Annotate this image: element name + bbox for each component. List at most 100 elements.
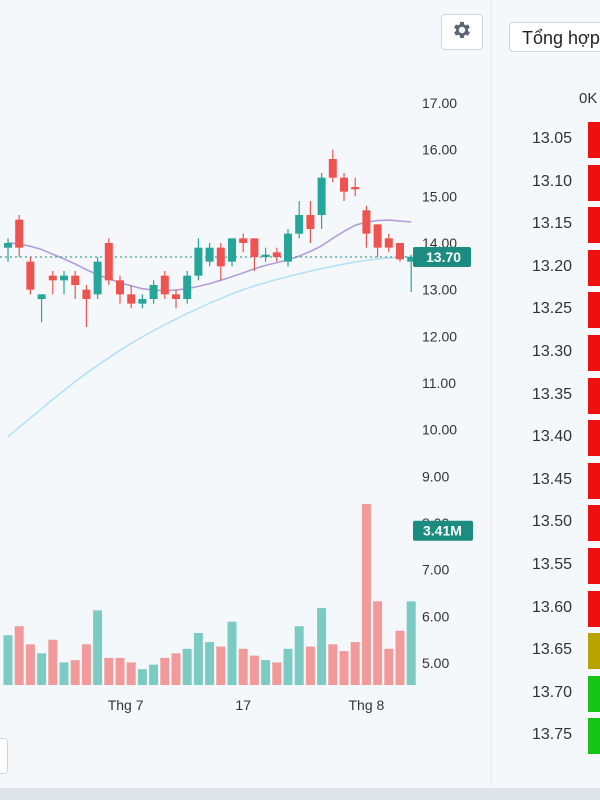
candle-body bbox=[396, 243, 404, 260]
price-level-row: 13.70 bbox=[492, 675, 600, 712]
level-volume-bar bbox=[588, 164, 600, 201]
price-tick-label: 9.00 bbox=[422, 468, 449, 484]
level-volume-bar bbox=[588, 718, 600, 755]
price-level-row: 13.30 bbox=[492, 335, 600, 371]
candle-body bbox=[328, 159, 337, 178]
candle-body bbox=[317, 177, 326, 215]
x-tick-label: Thg 7 bbox=[108, 697, 144, 713]
candle-body bbox=[205, 247, 214, 262]
level-volume-bar bbox=[588, 207, 600, 244]
candle-body bbox=[116, 280, 124, 295]
last-price-label: 13.70 bbox=[426, 249, 461, 265]
price-tick-label: 10.00 bbox=[422, 422, 457, 438]
last-volume-label: 3.41M bbox=[423, 523, 462, 539]
volume-bar bbox=[272, 662, 282, 685]
price-level-row: 13.60 bbox=[492, 590, 600, 627]
ma-short-line bbox=[7, 219, 412, 292]
price-tick-label: 11.00 bbox=[422, 375, 456, 391]
volume-bar bbox=[283, 648, 293, 685]
level-volume-bar bbox=[588, 505, 600, 542]
level-price: 13.70 bbox=[532, 683, 573, 701]
volume-bar bbox=[25, 644, 35, 685]
candle-body bbox=[15, 219, 24, 248]
candle-body bbox=[37, 294, 46, 299]
price-level-row: 13.05 bbox=[492, 122, 600, 158]
level-price: 13.35 bbox=[532, 385, 573, 403]
price-level-row: 13.45 bbox=[492, 462, 600, 499]
level-price: 13.50 bbox=[532, 513, 573, 531]
volume-bar bbox=[48, 639, 58, 685]
price-level-row: 13.20 bbox=[492, 249, 600, 286]
level-price: 13.55 bbox=[532, 556, 573, 573]
volume-bar bbox=[361, 504, 371, 685]
level-volume-bar bbox=[588, 462, 600, 499]
order-book-panel: Tổng hợp 0K 13.05 13.10 13.15 13.20 13.25 13.… bbox=[492, 0, 600, 788]
price-level-row: 13.25 bbox=[492, 292, 600, 329]
level-volume-bar bbox=[588, 548, 600, 584]
price-level-row: 13.40 bbox=[492, 420, 600, 457]
volume-bar bbox=[227, 621, 237, 685]
level-volume-bar bbox=[588, 420, 600, 457]
level-price: 13.15 bbox=[532, 215, 573, 233]
level-volume-bar bbox=[588, 335, 600, 371]
volume-bar bbox=[104, 657, 114, 685]
tab-summary[interactable]: Tổng hợp bbox=[509, 22, 600, 52]
bottom-scrollbar[interactable] bbox=[0, 788, 600, 800]
candle-body bbox=[216, 247, 225, 267]
level-volume-bar bbox=[588, 633, 600, 670]
range-button[interactable] bbox=[0, 738, 8, 774]
last-volume-tag bbox=[413, 520, 473, 541]
price-level-row: 13.35 bbox=[492, 377, 600, 414]
ma-long-line bbox=[7, 255, 412, 438]
volume-bar bbox=[59, 662, 69, 685]
price-tick-label: 13.00 bbox=[422, 282, 457, 298]
candle-body bbox=[160, 275, 169, 295]
level-price: 13.10 bbox=[532, 172, 573, 190]
volume-bar bbox=[384, 648, 394, 685]
price-level-row: 13.65 bbox=[492, 633, 600, 670]
volume-bar bbox=[339, 651, 349, 685]
level-volume-bar bbox=[588, 249, 600, 286]
candle-body bbox=[138, 299, 147, 304]
volume-bar bbox=[328, 644, 338, 685]
level-price: 13.75 bbox=[532, 726, 573, 744]
volume-bar bbox=[373, 601, 383, 685]
volume-header: 0K bbox=[579, 90, 598, 107]
level-price: 13.30 bbox=[532, 343, 573, 360]
candle-body bbox=[82, 289, 91, 299]
price-level-row: 13.10 bbox=[492, 164, 600, 201]
level-volume-bar bbox=[588, 377, 600, 414]
candle-body bbox=[362, 210, 371, 234]
level-price: 13.05 bbox=[532, 130, 573, 147]
price-tick-label: 15.00 bbox=[422, 188, 457, 204]
candle-body bbox=[284, 233, 292, 262]
price-volume-chart[interactable]: 17.0016.0015.0014.0013.0012.0011.0010.00… bbox=[0, 0, 490, 788]
candle-body bbox=[104, 243, 113, 281]
candle-body bbox=[172, 294, 180, 299]
volume-bar bbox=[238, 648, 248, 685]
candle-body bbox=[4, 243, 12, 248]
settings-button[interactable] bbox=[441, 14, 483, 50]
candle-body bbox=[48, 275, 57, 281]
volume-bar bbox=[115, 657, 125, 685]
level-volume-bar bbox=[588, 590, 600, 627]
candle-body bbox=[228, 238, 236, 262]
price-tick-label: 5.00 bbox=[422, 655, 449, 671]
candle-body bbox=[127, 294, 136, 304]
level-price: 13.45 bbox=[532, 470, 573, 488]
candle-body bbox=[250, 238, 259, 257]
candle-body bbox=[351, 187, 360, 190]
level-price: 13.40 bbox=[532, 428, 573, 446]
level-price: 13.60 bbox=[532, 598, 573, 616]
volume-bar bbox=[171, 653, 181, 685]
candle-body bbox=[272, 252, 281, 257]
level-volume-bar bbox=[588, 122, 600, 158]
candle-body bbox=[93, 261, 102, 295]
candle-body bbox=[407, 257, 416, 262]
candle-body bbox=[384, 238, 393, 248]
candle-body bbox=[71, 275, 80, 285]
price-tick-label: 16.00 bbox=[422, 142, 457, 158]
chart-panel[interactable]: 17.00 16.00 15.00 14.00 13.00 12.00 11.00 10.00… bbox=[0, 0, 490, 788]
candle-body bbox=[194, 247, 203, 276]
volume-bar bbox=[406, 601, 416, 685]
